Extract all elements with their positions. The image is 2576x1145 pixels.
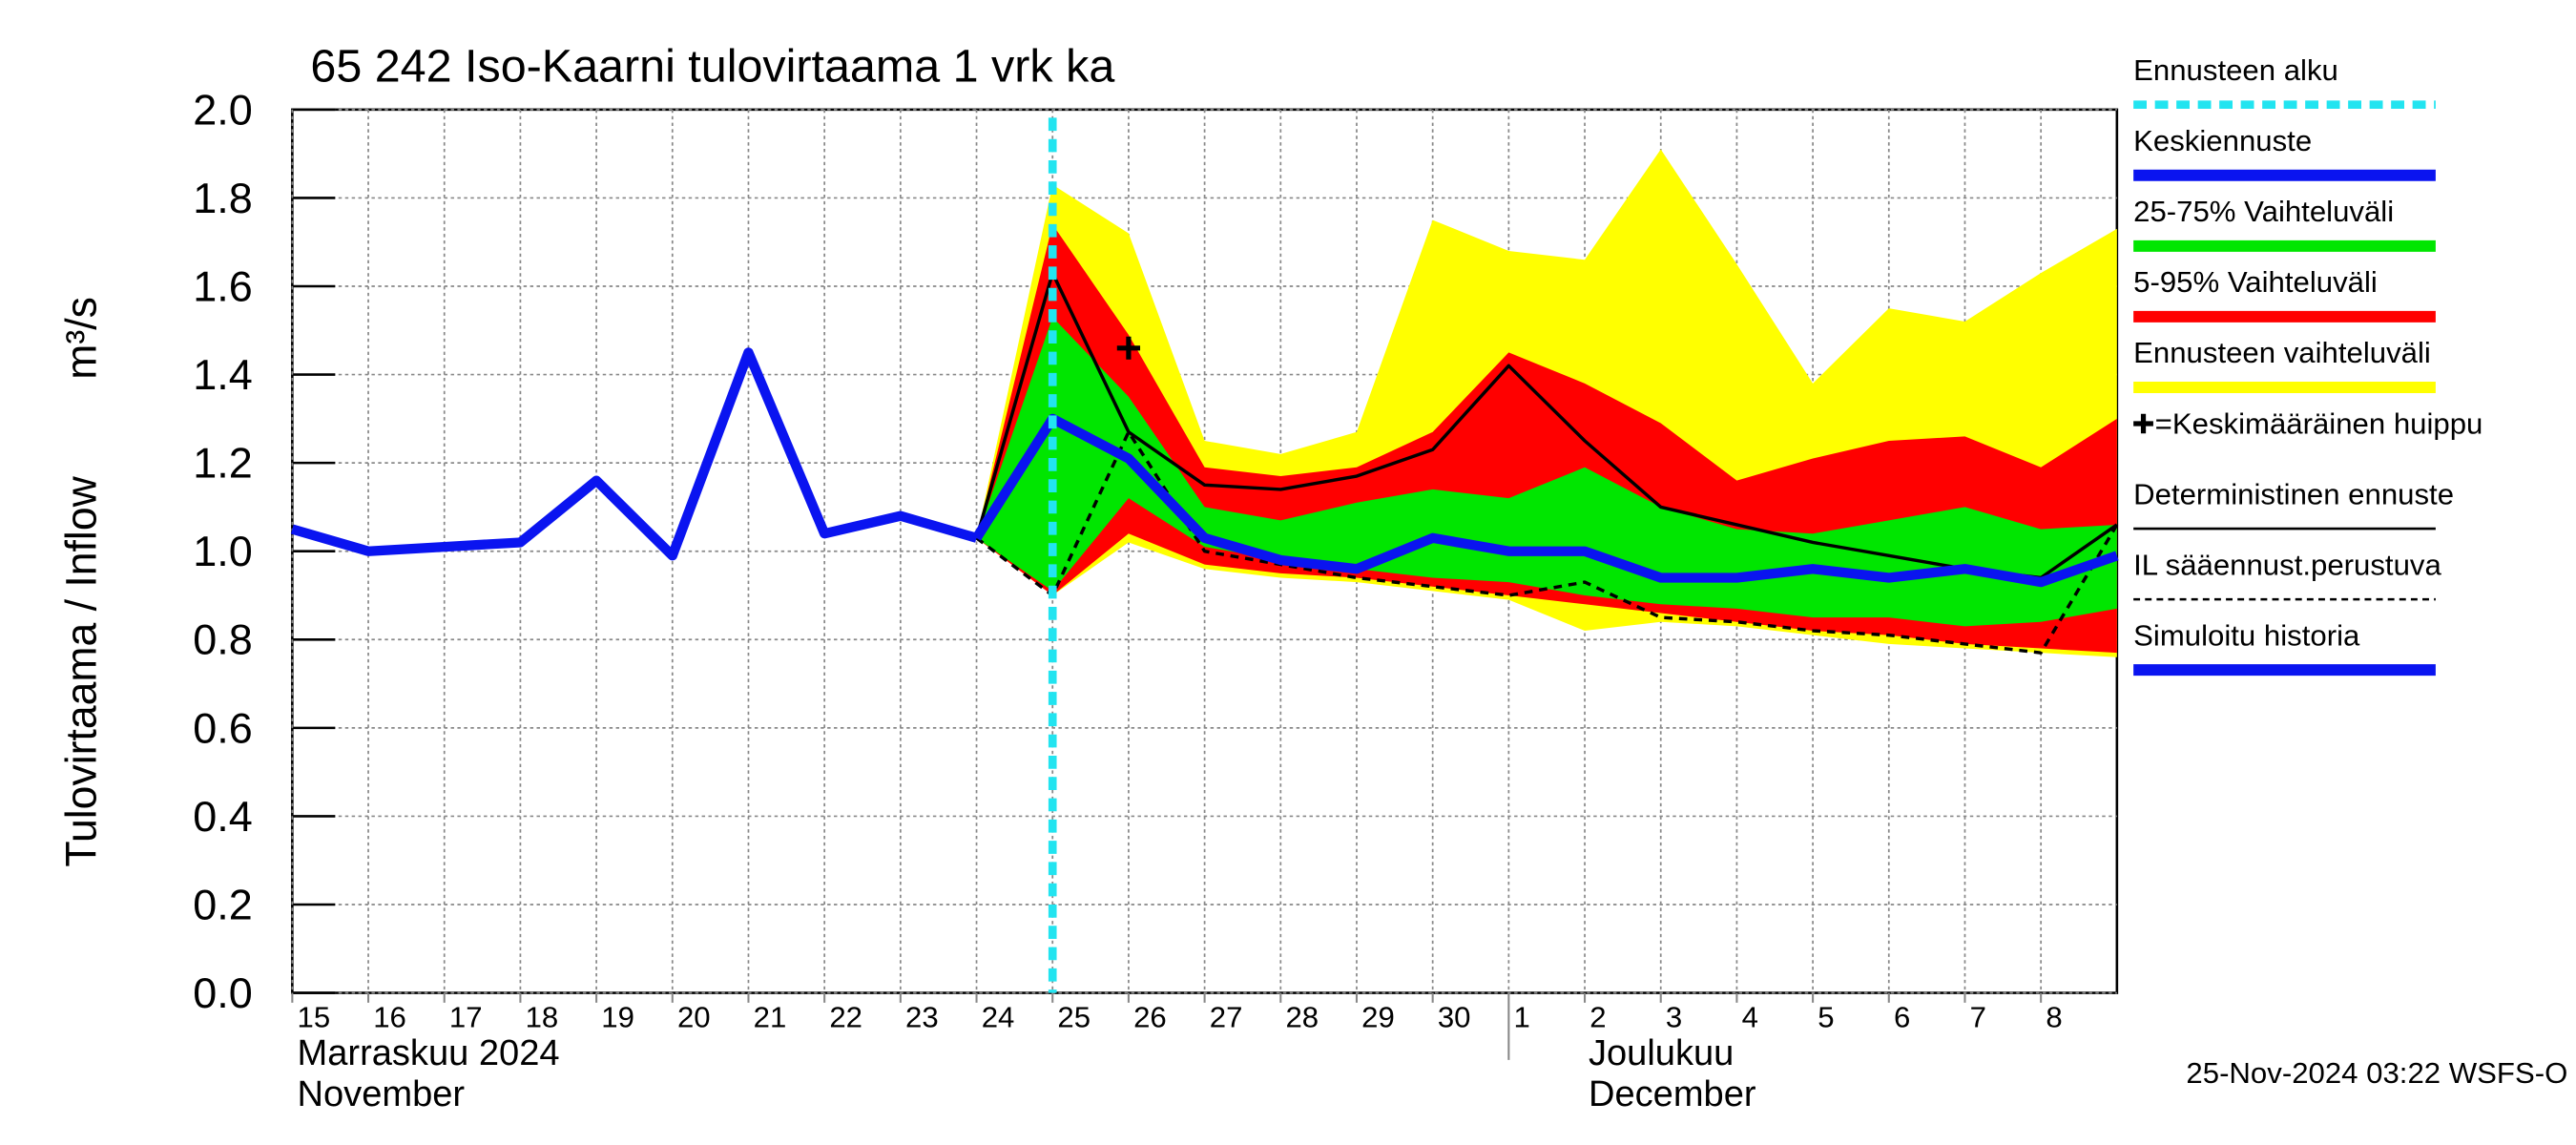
y-tick-label: 1.4: [193, 351, 253, 399]
peak-marker: [1116, 336, 1141, 360]
month-label: December: [1589, 1074, 1756, 1114]
range-band: [976, 317, 2117, 627]
y-tick-label: 1.8: [193, 175, 253, 222]
x-tick-label: 29: [1361, 1001, 1395, 1034]
y-axis-unit: m³/s: [57, 297, 105, 380]
x-tick-label: 3: [1666, 1001, 1682, 1034]
legend-label: Deterministinen ennuste: [2133, 477, 2454, 510]
x-tick-label: 25: [1057, 1001, 1091, 1034]
y-tick-label: 1.6: [193, 263, 253, 311]
legend-label: 5-95% Vaihteluväli: [2133, 265, 2378, 299]
legend-label: =Keskimääräinen huippu: [2155, 406, 2483, 440]
chart-title: 65 242 Iso-Kaarni tulovirtaama 1 vrk ka: [310, 41, 1114, 93]
y-tick-label: 1.0: [193, 528, 253, 575]
x-tick-label: 26: [1133, 1001, 1167, 1034]
x-tick-label: 18: [526, 1001, 559, 1034]
x-tick-label: 23: [905, 1001, 939, 1034]
x-tick-label: 15: [298, 1001, 331, 1034]
month-label: Marraskuu 2024: [298, 1033, 560, 1073]
x-tick-label: 1: [1514, 1001, 1530, 1034]
legend-label: Ennusteen vaihteluväli: [2133, 336, 2431, 369]
y-tick-label: 1.2: [193, 440, 253, 488]
x-tick-label: 21: [754, 1001, 787, 1034]
x-tick-label: 7: [1970, 1001, 1986, 1034]
x-tick-label: 17: [449, 1001, 483, 1034]
x-tick-label: 30: [1438, 1001, 1471, 1034]
x-tick-label: 6: [1894, 1001, 1910, 1034]
x-tick-label: 8: [2046, 1001, 2062, 1034]
legend-label: IL sääennust.perustuva: [2133, 549, 2441, 582]
y-tick-label: 0.0: [193, 969, 253, 1017]
series-line: [972, 413, 2119, 588]
x-tick-label: 2: [1589, 1001, 1606, 1034]
y-tick-label: 0.2: [193, 882, 253, 929]
x-tick-label: 5: [1818, 1001, 1834, 1034]
x-tick-label: 16: [373, 1001, 406, 1034]
x-tick-label: 24: [982, 1001, 1015, 1034]
legend-marker: [2133, 413, 2153, 434]
footer: 25-Nov-2024 03:22 WSFS-O: [2186, 1056, 2567, 1090]
y-tick-label: 0.6: [193, 704, 253, 752]
x-tick-label: 22: [829, 1001, 862, 1034]
x-tick-label: 4: [1742, 1001, 1758, 1034]
legend-label: 25-75% Vaihteluväli: [2133, 195, 2394, 228]
month-label: Joulukuu: [1589, 1033, 1734, 1073]
x-tick-label: 19: [601, 1001, 634, 1034]
y-tick-label: 0.4: [193, 793, 253, 841]
y-tick-label: 2.0: [193, 86, 253, 134]
legend-label: Keskiennuste: [2133, 124, 2312, 157]
x-tick-label: 28: [1285, 1001, 1319, 1034]
plot-area: [290, 108, 2119, 1060]
legend-label: Ennusteen alku: [2133, 53, 2338, 87]
x-tick-label: 27: [1210, 1001, 1243, 1034]
y-axis-label: Tulovirtaama / Inflow: [57, 476, 105, 867]
legend-label: Simuloitu historia: [2133, 619, 2360, 653]
y-tick-label: 0.8: [193, 616, 253, 664]
x-tick-label: 20: [677, 1001, 711, 1034]
series-line: [290, 347, 978, 561]
series-line: [974, 271, 2118, 580]
month-label: November: [298, 1074, 466, 1114]
